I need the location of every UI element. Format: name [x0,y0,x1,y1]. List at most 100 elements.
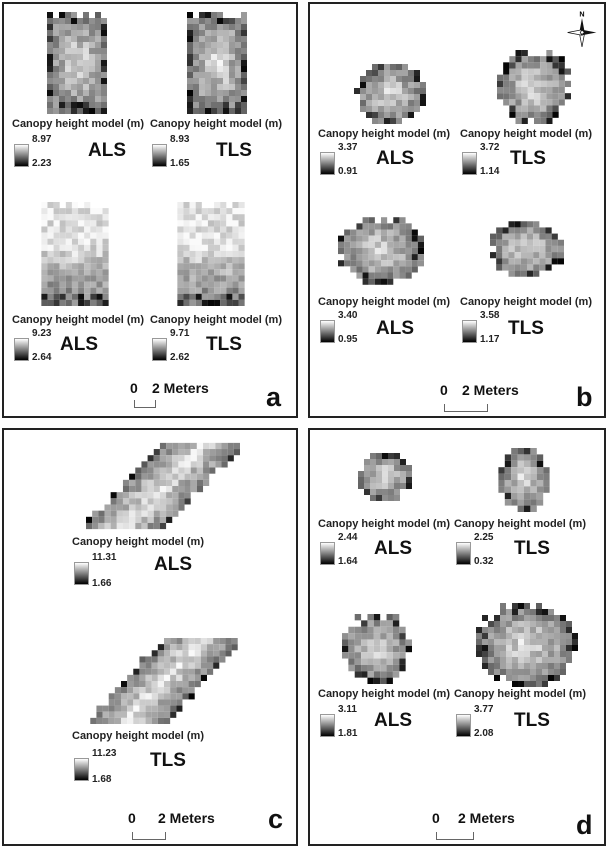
legend-title: Canopy height model (m) [454,688,586,700]
sensor-label: TLS [514,710,550,731]
scale-bar-line [436,832,474,840]
legend-title: Canopy height model (m) [454,518,586,530]
legend-color-ramp [74,758,89,781]
sensor-label: TLS [150,750,186,771]
chm-raster-d1 [358,453,412,501]
panel-letter-b: b [576,382,593,412]
legend-max-value: 3.58 [480,310,500,321]
sensor-label: ALS [374,538,412,559]
chm-raster-a3 [41,202,109,306]
legend-color-ramp [462,320,477,343]
chm-raster-c1 [86,442,240,530]
panel-letter-d: d [576,810,593,840]
scale-bar-line [134,400,156,408]
legend-max-value: 3.37 [338,142,358,153]
legend-max-value: 2.44 [338,532,358,543]
legend-min-value: 2.08 [474,728,494,739]
scale-bar-zero: 0 [130,380,138,396]
chm-raster-b2 [497,50,571,124]
legend-max-value: 3.40 [338,310,358,321]
legend-title: Canopy height model (m) [150,118,282,130]
sensor-label: ALS [60,334,98,355]
sensor-label: TLS [206,334,242,355]
legend-max-value: 8.97 [32,134,52,145]
chm-raster-a2 [187,12,247,114]
legend-max-value: 3.11 [338,704,357,715]
legend-title: Canopy height model (m) [460,296,592,308]
scale-bar-distance: 2 Meters [458,810,515,826]
legend-max-value: 8.93 [170,134,190,145]
legend-min-value: 1.68 [92,774,112,785]
legend-max-value: 9.23 [32,328,52,339]
legend-min-value: 2.23 [32,158,52,169]
panel-letter-c: c [268,804,284,834]
legend-color-ramp [320,320,335,343]
chm-raster-b4 [490,221,564,277]
legend-min-value: 1.17 [480,334,500,345]
panel-b: N Canopy height model (m) 3.37 0.91 ALS … [308,2,606,418]
sensor-label: TLS [508,318,544,339]
legend-title: Canopy height model (m) [12,118,144,130]
legend-title: Canopy height model (m) [72,536,204,548]
legend-max-value: 3.72 [480,142,500,153]
scale-bar-zero: 0 [440,382,448,398]
legend-color-ramp [152,338,167,361]
sensor-label: ALS [374,710,412,731]
scale-bar-zero: 0 [128,810,136,826]
chm-raster-b1 [354,64,426,124]
panel-c: Canopy height model (m) 11.31 1.66 ALS C… [2,428,298,846]
legend-max-value: 11.31 [92,552,117,563]
legend-color-ramp [74,562,89,585]
panel-letter-a: a [266,382,282,412]
scale-bar-distance: 2 Meters [158,810,215,826]
legend-title: Canopy height model (m) [318,128,450,140]
scale-bar-distance: 2 Meters [152,380,209,396]
legend-color-ramp [456,714,471,737]
legend-color-ramp [320,152,335,175]
legend-max-value: 9.71 [170,328,190,339]
legend-color-ramp [320,542,335,565]
legend-min-value: 0.95 [338,334,358,345]
legend-max-value: 2.25 [474,532,494,543]
chm-raster-b3 [338,217,424,285]
chm-raster-a4 [177,202,245,306]
legend-max-value: 11.23 [92,748,117,759]
legend-min-value: 0.32 [474,556,494,567]
legend-max-value: 3.77 [474,704,494,715]
legend-title: Canopy height model (m) [460,128,592,140]
scale-bar-zero: 0 [432,810,440,826]
panel-d: Canopy height model (m) 2.44 1.64 ALS Ca… [308,428,606,846]
chm-raster-d2 [498,448,550,512]
sensor-label: ALS [88,140,126,161]
legend-min-value: 1.66 [92,578,112,589]
legend-min-value: 1.65 [170,158,190,169]
sensor-label: ALS [376,318,414,339]
legend-title: Canopy height model (m) [72,730,204,742]
legend-min-value: 1.81 [338,728,358,739]
legend-min-value: 2.64 [32,352,52,363]
north-arrow-icon: N [567,9,597,47]
legend-title: Canopy height model (m) [318,688,450,700]
legend-color-ramp [456,542,471,565]
chm-raster-a1 [47,12,107,114]
sensor-label: ALS [154,554,192,575]
chm-raster-d4 [476,603,578,687]
legend-min-value: 0.91 [338,166,358,177]
legend-title: Canopy height model (m) [12,314,144,326]
legend-color-ramp [462,152,477,175]
legend-title: Canopy height model (m) [150,314,282,326]
scale-bar-distance: 2 Meters [462,382,519,398]
sensor-label: TLS [510,148,546,169]
chm-raster-d3 [342,614,412,684]
legend-min-value: 2.62 [170,352,190,363]
scale-bar-line [444,404,488,412]
sensor-label: TLS [514,538,550,559]
legend-color-ramp [14,144,29,167]
sensor-label: TLS [216,140,252,161]
legend-title: Canopy height model (m) [318,296,450,308]
legend-color-ramp [14,338,29,361]
chm-raster-c2 [90,638,238,724]
legend-color-ramp [152,144,167,167]
north-label: N [579,9,584,18]
legend-min-value: 1.14 [480,166,500,177]
